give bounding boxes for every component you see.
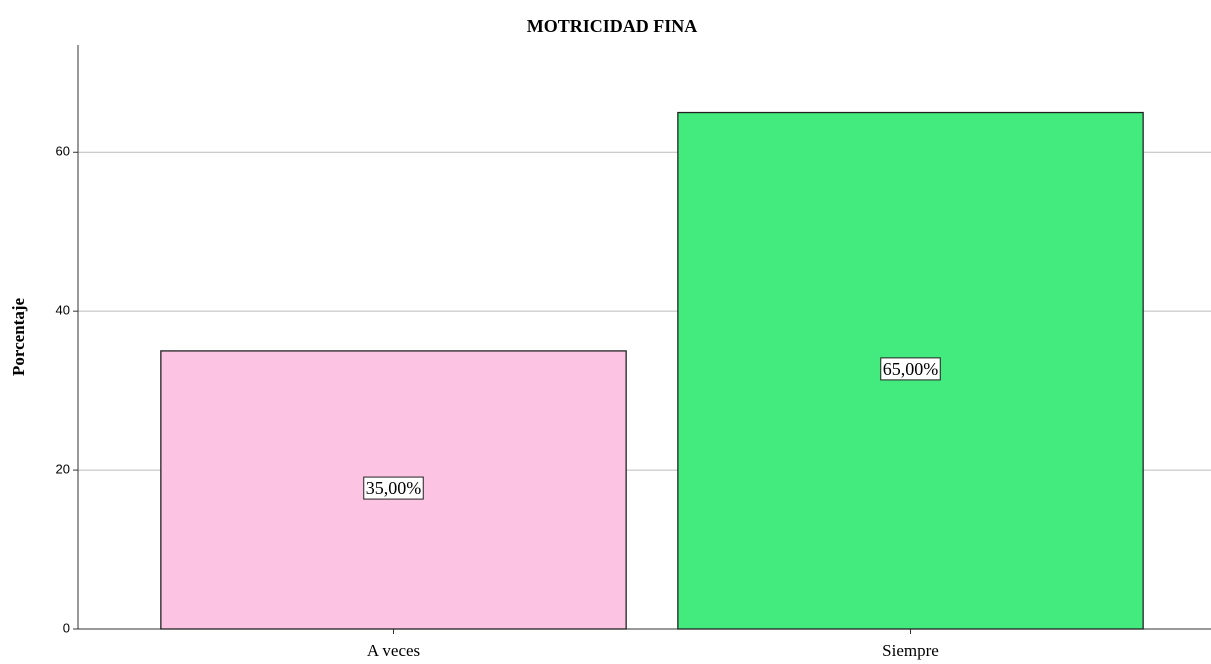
chart-title: MOTRICIDAD FINA — [527, 16, 698, 36]
value-label: 35,00% — [366, 478, 422, 498]
x-tick-label: Siempre — [882, 641, 939, 660]
y-tick-label: 40 — [56, 303, 70, 318]
y-axis-label: Porcentaje — [9, 298, 28, 376]
x-tick-label: A veces — [367, 641, 420, 660]
y-tick-label: 0 — [63, 620, 70, 635]
value-label-box — [880, 357, 941, 381]
y-tick-label: 60 — [56, 144, 70, 159]
y-tick-label: 20 — [56, 462, 70, 477]
value-label-box — [363, 476, 424, 500]
value-label: 65,00% — [883, 359, 939, 379]
